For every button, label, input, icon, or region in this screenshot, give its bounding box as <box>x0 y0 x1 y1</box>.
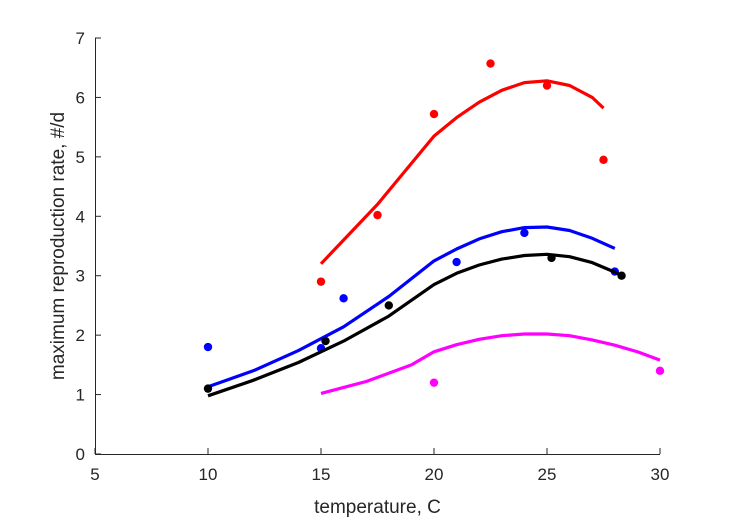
x-tick-label: 25 <box>538 465 557 484</box>
data-point <box>203 342 213 352</box>
series-layer <box>203 59 665 398</box>
y-tick-label: 5 <box>76 148 85 167</box>
data-point <box>321 336 330 346</box>
x-tick-label: 10 <box>199 465 218 484</box>
x-axis-ticks: 5 10 15 20 25 30 <box>90 448 669 484</box>
fit-curve <box>319 79 605 265</box>
data-point <box>203 384 213 393</box>
x-tick-label: 15 <box>312 465 331 484</box>
y-tick-label: 6 <box>76 88 85 107</box>
data-point <box>599 155 608 165</box>
y-axis-ticks: 0 1 2 3 4 5 6 7 <box>76 29 101 464</box>
y-tick-label: 3 <box>76 267 85 286</box>
y-axis-label: maximum reproduction rate, #/d <box>48 112 69 380</box>
y-tick-label: 7 <box>76 29 85 48</box>
series-1 <box>316 59 608 286</box>
y-tick-label: 2 <box>76 326 85 345</box>
data-point <box>520 228 529 238</box>
x-tick-label: 20 <box>425 465 444 484</box>
data-point <box>452 257 461 267</box>
series-3 <box>203 252 626 398</box>
fit-curve <box>207 225 616 389</box>
data-point <box>542 81 552 90</box>
data-point <box>617 271 626 280</box>
plot-area: 5 10 15 20 25 30 0 1 2 3 4 5 6 7 <box>76 29 670 484</box>
data-point <box>429 109 439 119</box>
x-axis-label: temperature, C <box>314 497 441 518</box>
y-tick-label: 0 <box>76 445 85 464</box>
y-tick-label: 4 <box>76 207 85 226</box>
data-point <box>316 277 326 286</box>
data-point <box>384 301 393 310</box>
data-point <box>486 59 495 68</box>
data-point <box>547 253 556 263</box>
fit-curve <box>320 332 661 395</box>
data-point <box>429 378 439 387</box>
series-2 <box>203 225 619 389</box>
series-4 <box>320 332 665 395</box>
data-point <box>655 366 665 375</box>
y-tick-label: 1 <box>76 386 85 405</box>
data-point <box>373 210 382 220</box>
x-tick-label: 30 <box>651 465 670 484</box>
data-point <box>339 294 348 303</box>
fit-curve <box>207 252 623 398</box>
x-tick-label: 5 <box>90 465 99 484</box>
